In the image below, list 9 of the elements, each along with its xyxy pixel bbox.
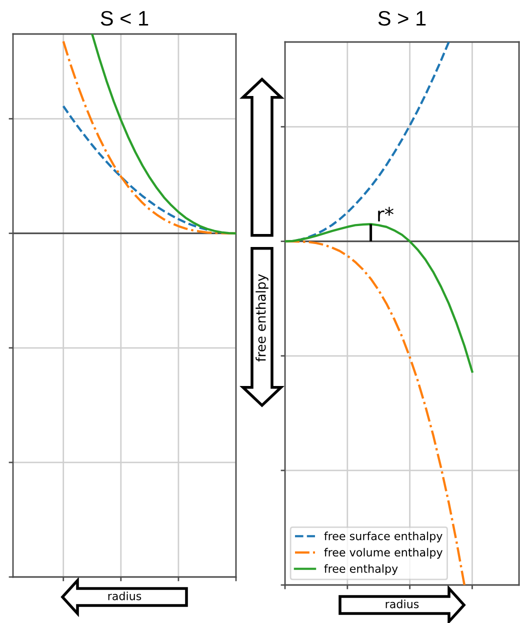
legend-label: free volume enthalpy [324,548,442,559]
y-axis-title: free enthalpy [256,274,268,362]
chart-title: S < 1 [100,10,148,26]
x-axis-title: radius [386,600,419,608]
legend-label: free surface enthalpy [324,532,442,542]
legend-label: free enthalpy [324,564,398,575]
annotation: r* [378,206,394,222]
x-axis-title: radius [108,592,142,600]
chart-title: S > 1 [378,10,426,26]
